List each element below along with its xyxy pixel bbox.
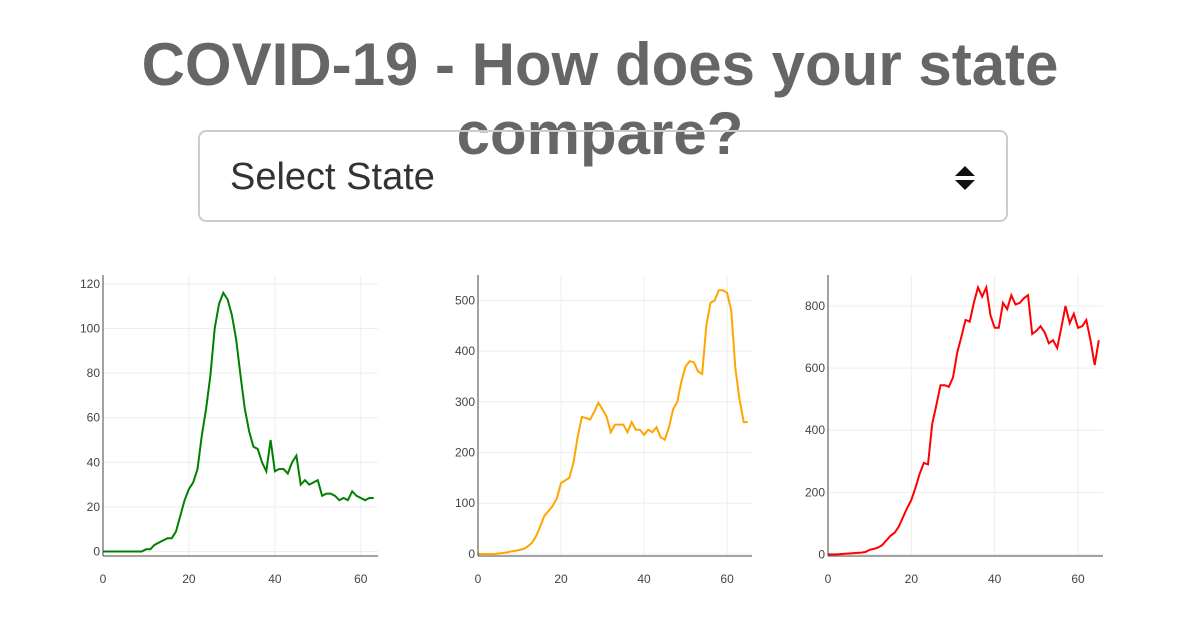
y-tick-label: 200	[805, 485, 825, 499]
y-tick-label: 100	[80, 322, 100, 336]
y-tick-label: 200	[455, 446, 475, 460]
x-tick-label: 20	[554, 572, 568, 586]
page-title: COVID-19 - How does your state compare?	[141, 31, 1059, 167]
x-tick-label: 40	[637, 572, 651, 586]
y-tick-label: 0	[468, 547, 475, 561]
data-line	[828, 283, 1100, 556]
y-tick-label: 400	[455, 344, 475, 358]
data-line	[478, 289, 748, 555]
y-tick-label: 0	[93, 545, 100, 559]
data-line	[103, 290, 374, 553]
x-tick-label: 20	[182, 572, 196, 586]
y-tick-label: 800	[805, 299, 825, 313]
select-arrows	[955, 166, 975, 190]
x-tick-label: 40	[988, 572, 1002, 586]
y-tick-label: 300	[455, 395, 475, 409]
y-tick-label: 20	[87, 500, 101, 514]
x-tick-label: 60	[720, 572, 734, 586]
y-tick-label: 80	[87, 366, 101, 380]
x-tick-label: 40	[268, 572, 282, 586]
x-tick-label: 20	[905, 572, 919, 586]
y-tick-label: 100	[455, 496, 475, 510]
x-tick-label: 0	[100, 572, 107, 586]
state-select[interactable]: Select State	[198, 130, 1008, 222]
y-tick-label: 500	[455, 293, 475, 307]
x-tick-label: 60	[1071, 572, 1085, 586]
select-label: Select State	[230, 156, 435, 198]
y-tick-label: 120	[80, 277, 100, 291]
x-tick-label: 0	[475, 572, 482, 586]
y-tick-label: 600	[805, 361, 825, 375]
x-tick-label: 60	[354, 572, 368, 586]
y-tick-label: 400	[805, 423, 825, 437]
y-tick-label: 40	[87, 455, 101, 469]
y-tick-label: 60	[87, 411, 101, 425]
y-tick-label: 0	[818, 547, 825, 561]
x-tick-label: 0	[825, 572, 832, 586]
